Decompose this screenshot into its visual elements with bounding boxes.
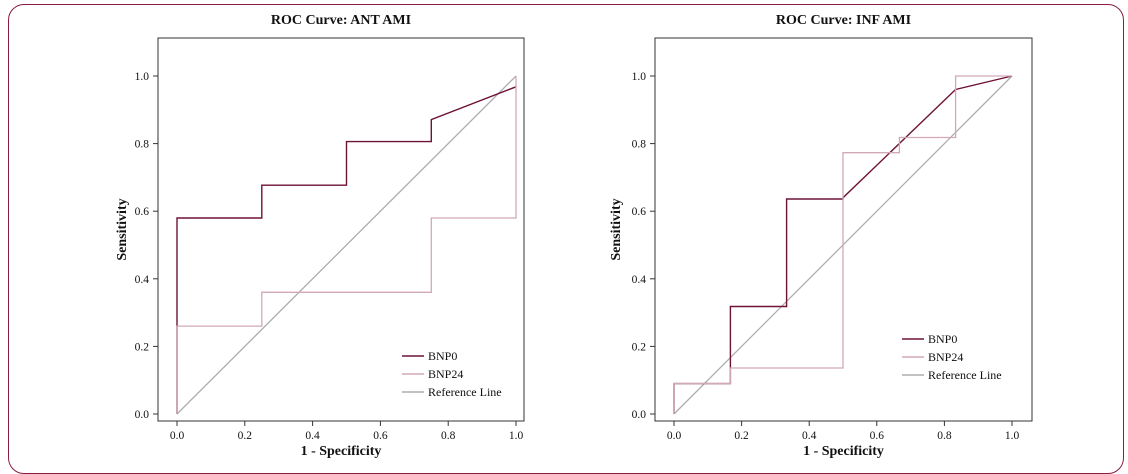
y-tick-label: 0.2 (135, 341, 150, 353)
x-tick-label: 0.2 (734, 430, 749, 442)
chart-title: ROC Curve: INF AMI (776, 13, 911, 28)
legend-label: Reference Line (928, 368, 1002, 382)
y-axis-label: Sensitivity (609, 198, 624, 260)
series-line-reference-line (176, 75, 517, 415)
roc-charts: ROC Curve: ANT AMI 0.0 0.2 0.4 0.6 0.8 1.0 0.0 0… (115, 13, 1033, 459)
x-tick-label: 0.0 (170, 430, 185, 442)
y-tick-label: 0.0 (135, 409, 150, 421)
x-tick-label: 0.4 (802, 430, 817, 442)
y-tick-label: 0.6 (135, 206, 150, 218)
x-tick-label: 0.2 (238, 430, 253, 442)
x-axis-label: 1 - Specificity (301, 444, 382, 459)
y-tick-label: 1.0 (632, 71, 647, 83)
x-tick-label: 0.0 (667, 430, 682, 442)
x-axis-label: 1 - Specificity (803, 444, 884, 459)
chart-panel-2: ROC Curve: INF AMI 0.0 0.2 0.4 0.6 0.8 1.0 0.0 0… (609, 13, 1033, 459)
plot-area-frame (157, 37, 525, 422)
x-tick-label: 0.8 (937, 430, 952, 442)
x-tick-label: 0.8 (441, 430, 456, 442)
y-tick-label: 0.0 (632, 409, 647, 421)
y-tick-label: 0.4 (135, 274, 150, 286)
y-tick-label: 1.0 (135, 71, 150, 83)
x-tick-label: 0.6 (870, 430, 885, 442)
x-tick-label: 1.0 (509, 430, 524, 442)
series-line-bnp24 (176, 76, 517, 414)
legend-label: BNP0 (428, 349, 457, 363)
y-axis-label: Sensitivity (115, 198, 130, 260)
legend-label: BNP24 (928, 350, 963, 364)
y-tick-label: 0.6 (632, 206, 647, 218)
legend-label: BNP0 (928, 332, 957, 346)
chart-panel-1: ROC Curve: ANT AMI 0.0 0.2 0.4 0.6 0.8 1.0 0.0 0… (115, 13, 525, 459)
y-tick-label: 0.8 (632, 139, 647, 151)
series-line-bnp24 (673, 75, 1012, 414)
y-tick-label: 0.2 (632, 341, 647, 353)
y-tick-label: 0.4 (632, 274, 647, 286)
series-line-bnp0 (176, 86, 517, 414)
x-tick-label: 1.0 (1005, 430, 1020, 442)
chart-title: ROC Curve: ANT AMI (271, 13, 411, 28)
legend-label: BNP24 (428, 367, 463, 381)
x-tick-label: 0.4 (305, 430, 320, 442)
y-tick-label: 0.8 (135, 139, 150, 151)
plot-area-frame (654, 37, 1033, 422)
legend-label: Reference Line (428, 385, 502, 399)
x-tick-label: 0.6 (373, 430, 388, 442)
